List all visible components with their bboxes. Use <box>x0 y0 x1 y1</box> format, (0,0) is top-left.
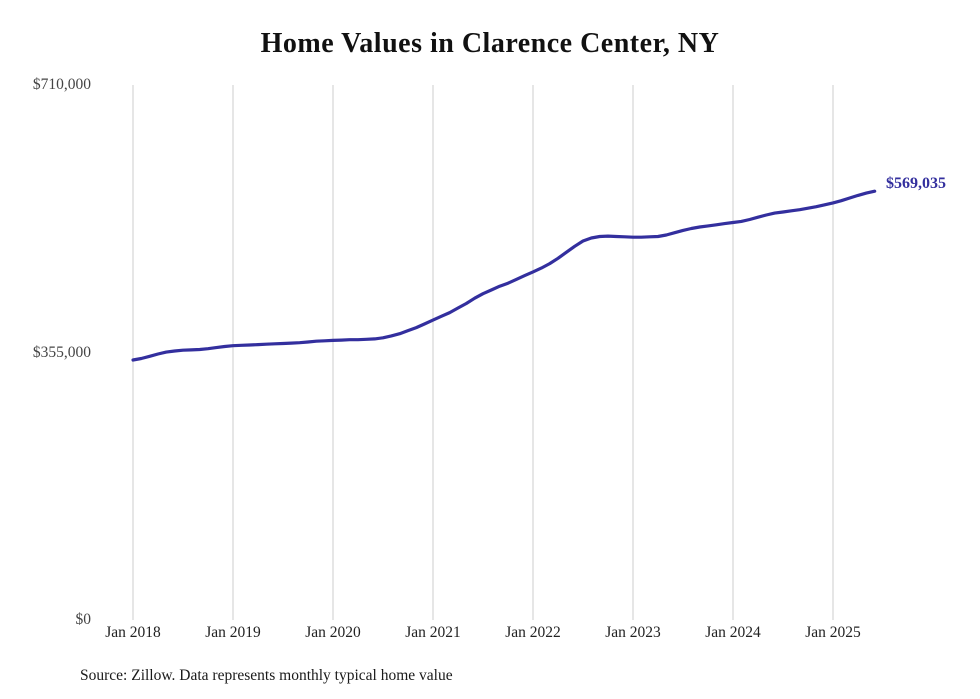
y-axis-tick-710000: $710,000 <box>32 76 91 93</box>
x-axis-tick-jan-2022: Jan 2022 <box>505 624 561 641</box>
y-axis-tick-355000: $355,000 <box>32 344 91 361</box>
y-axis-tick-0: $0 <box>75 611 92 628</box>
latest-value-label: $569,035 <box>886 175 946 192</box>
x-axis-tick-jan-2020: Jan 2020 <box>305 624 361 641</box>
x-axis-tick-jan-2024: Jan 2024 <box>705 624 761 641</box>
chart-title: Home Values in Clarence Center, NY <box>260 28 720 59</box>
x-axis-tick-jan-2019: Jan 2019 <box>205 624 261 641</box>
x-axis-tick-jan-2021: Jan 2021 <box>405 624 461 641</box>
x-axis-tick-jan-2025: Jan 2025 <box>805 624 861 641</box>
x-axis-tick-jan-2018: Jan 2018 <box>105 624 161 641</box>
home-value-series <box>131 189 877 362</box>
source-note: Source: Zillow. Data represents monthly … <box>80 667 453 684</box>
x-axis-tick-jan-2023: Jan 2023 <box>605 624 661 641</box>
